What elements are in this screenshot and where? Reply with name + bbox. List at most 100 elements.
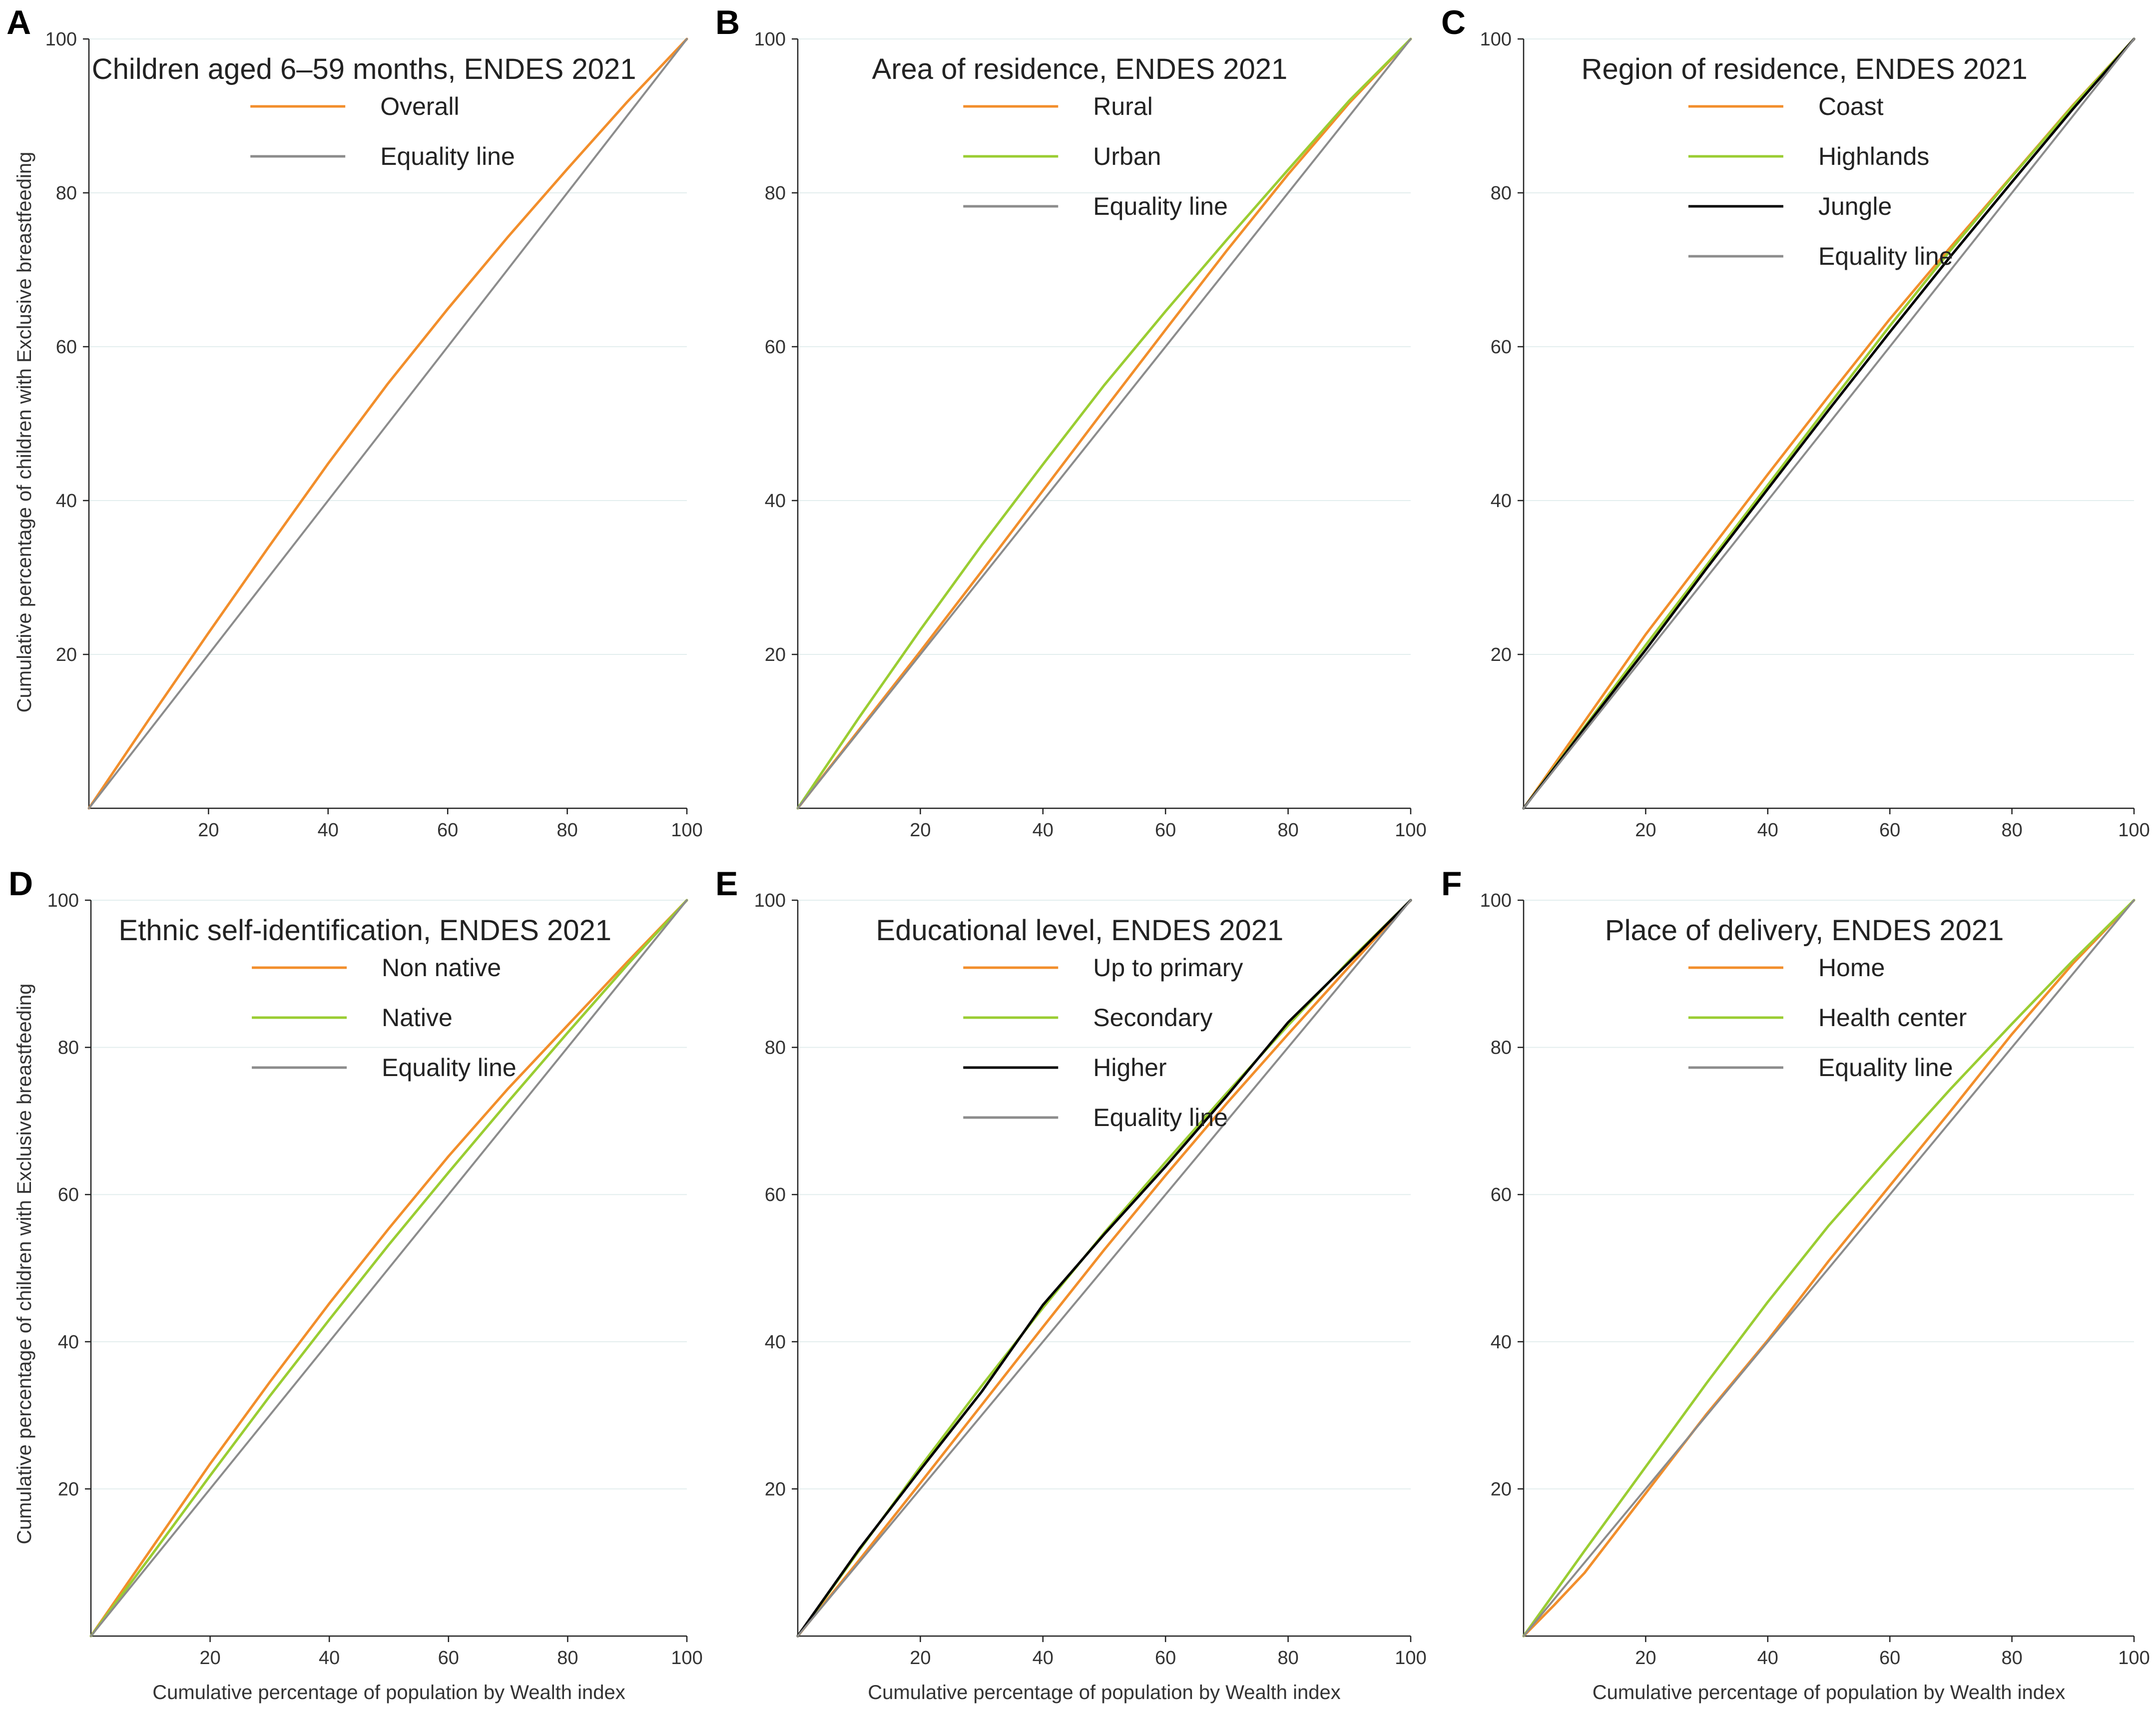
panel-title: Ethnic self-identification, ENDES 2021 [119,914,612,947]
series-line-equality-line [1523,38,2135,809]
y-tick-label-80: 80 [58,1038,79,1059]
panel-d: 20 40 60 80 100 20 40 60 80 100 Cumulative percent… [8,865,703,1704]
legend-label-equality-line: Equality line [380,142,515,170]
y-tick-label-40: 40 [56,491,77,512]
x-tick-label-100: 100 [2118,1648,2150,1669]
panel-c: 20 40 60 80 100 20 40 60 80 100 Region of residenc… [1441,3,2150,841]
x-tick-label-60: 60 [1879,820,1900,841]
series-line-jungle [1522,37,2136,810]
x-tick-label-80: 80 [1277,820,1298,841]
y-tick-label-80: 80 [1491,183,1512,204]
y-tick-label-60: 60 [58,1184,79,1205]
x-tick-label-80: 80 [1277,1648,1298,1669]
x-tick-label-40: 40 [1757,1648,1778,1669]
legend-label-equality-line: Equality line [1818,1054,1953,1082]
panel-letter: F [1441,865,1462,903]
series-line-equality-line [797,38,1412,809]
y-tick-label-20: 20 [765,1479,786,1500]
series-line-non-native [89,899,688,1638]
x-tick-label-80: 80 [557,1648,578,1669]
series-line-overall [87,37,688,810]
legend-label-urban: Urban [1093,142,1161,170]
legend-label-equality-line: Equality line [1093,1104,1228,1132]
y-tick-label-100: 100 [754,29,786,50]
x-axis-label: Cumulative percentage of population by W… [152,1682,625,1704]
x-tick-label-60: 60 [1155,1648,1176,1669]
series-line-native [89,899,688,1638]
panel-title: Children aged 6–59 months, ENDES 2021 [92,53,636,85]
y-tick-label-40: 40 [765,491,786,512]
x-tick-label-100: 100 [671,820,702,841]
x-tick-label-40: 40 [318,820,339,841]
x-tick-label-80: 80 [2001,820,2022,841]
series-line-equality-line [1523,899,2135,1637]
y-tick-label-80: 80 [765,183,786,204]
y-tick-label-40: 40 [58,1332,79,1353]
panel-e: 20 40 60 80 100 20 40 60 80 100 Cumulative percent… [715,865,1427,1704]
y-tick-label-100: 100 [1480,29,1512,50]
x-tick-label-100: 100 [1395,1648,1426,1669]
x-tick-label-40: 40 [1033,820,1054,841]
x-tick-label-80: 80 [2001,1648,2022,1669]
legend-label-native: Native [382,1004,453,1032]
legend-label-health-center: Health center [1818,1004,1967,1032]
legend-label-jungle: Jungle [1818,192,1892,220]
x-tick-label-80: 80 [556,820,577,841]
y-tick-label-100: 100 [45,29,77,50]
legend-label-up-to-primary: Up to primary [1093,954,1243,982]
y-tick-label-20: 20 [1491,1479,1512,1500]
series-line-equality-line [90,899,688,1637]
y-tick-label-100: 100 [47,890,79,911]
legend-label-home: Home [1818,954,1885,982]
x-tick-label-40: 40 [319,1648,340,1669]
y-tick-label-100: 100 [1480,890,1512,911]
panel-a: 20 40 60 80 100 20 40 60 80 100 Children aged 6–59… [6,3,703,841]
panel-f: 20 40 60 80 100 20 40 60 80 100 Cumulative percent… [1441,865,2150,1704]
x-tick-label-60: 60 [1155,820,1176,841]
legend-label-equality-line: Equality line [1093,192,1228,220]
panel-title: Place of delivery, ENDES 2021 [1605,914,2004,947]
x-axis-label: Cumulative percentage of population by W… [1593,1682,2066,1704]
y-tick-label-60: 60 [1491,337,1512,358]
y-tick-label-40: 40 [1491,1332,1512,1353]
x-tick-label-20: 20 [198,820,219,841]
x-tick-label-100: 100 [1395,820,1426,841]
y-axis-label-top: Cumulative percentage of children with E… [13,152,35,713]
series-line-home [1522,899,2136,1638]
legend-label-non-native: Non native [382,954,501,982]
series-line-higher [796,899,1412,1638]
x-tick-label-40: 40 [1757,820,1778,841]
x-tick-label-40: 40 [1033,1648,1054,1669]
y-tick-label-80: 80 [765,1038,786,1059]
legend-label-equality-line: Equality line [1818,242,1953,270]
y-tick-label-40: 40 [765,1332,786,1353]
series-line-highlands [1522,37,2136,810]
panel-letter: D [8,865,33,903]
y-tick-label-80: 80 [56,183,77,204]
x-tick-label-60: 60 [438,1648,459,1669]
legend-label-highlands: Highlands [1818,142,1929,170]
y-tick-label-20: 20 [765,644,786,665]
legend-label-secondary: Secondary [1093,1004,1212,1032]
legend-label-equality-line: Equality line [382,1054,517,1082]
series-line-health-center [1522,899,2136,1638]
y-tick-label-60: 60 [1491,1184,1512,1205]
legend-label-coast: Coast [1818,92,1884,120]
legend-label-overall: Overall [380,92,459,120]
x-tick-label-60: 60 [437,820,458,841]
y-tick-label-40: 40 [1491,491,1512,512]
series-line-up-to-primary [796,899,1412,1638]
panel-title: Area of residence, ENDES 2021 [872,53,1288,85]
x-tick-label-20: 20 [910,1648,931,1669]
y-axis-label-bottom: Cumulative percentage of children with E… [13,984,35,1545]
y-tick-label-100: 100 [754,890,786,911]
y-tick-label-60: 60 [765,1184,786,1205]
y-tick-label-60: 60 [56,337,77,358]
series-line-urban [796,37,1412,810]
y-tick-label-80: 80 [1491,1038,1512,1059]
x-tick-label-20: 20 [1635,1648,1656,1669]
panel-b: 20 40 60 80 100 20 40 60 80 100 Area of residence,… [715,3,1427,841]
series-line-equality-line [797,899,1412,1637]
x-tick-label-60: 60 [1879,1648,1900,1669]
